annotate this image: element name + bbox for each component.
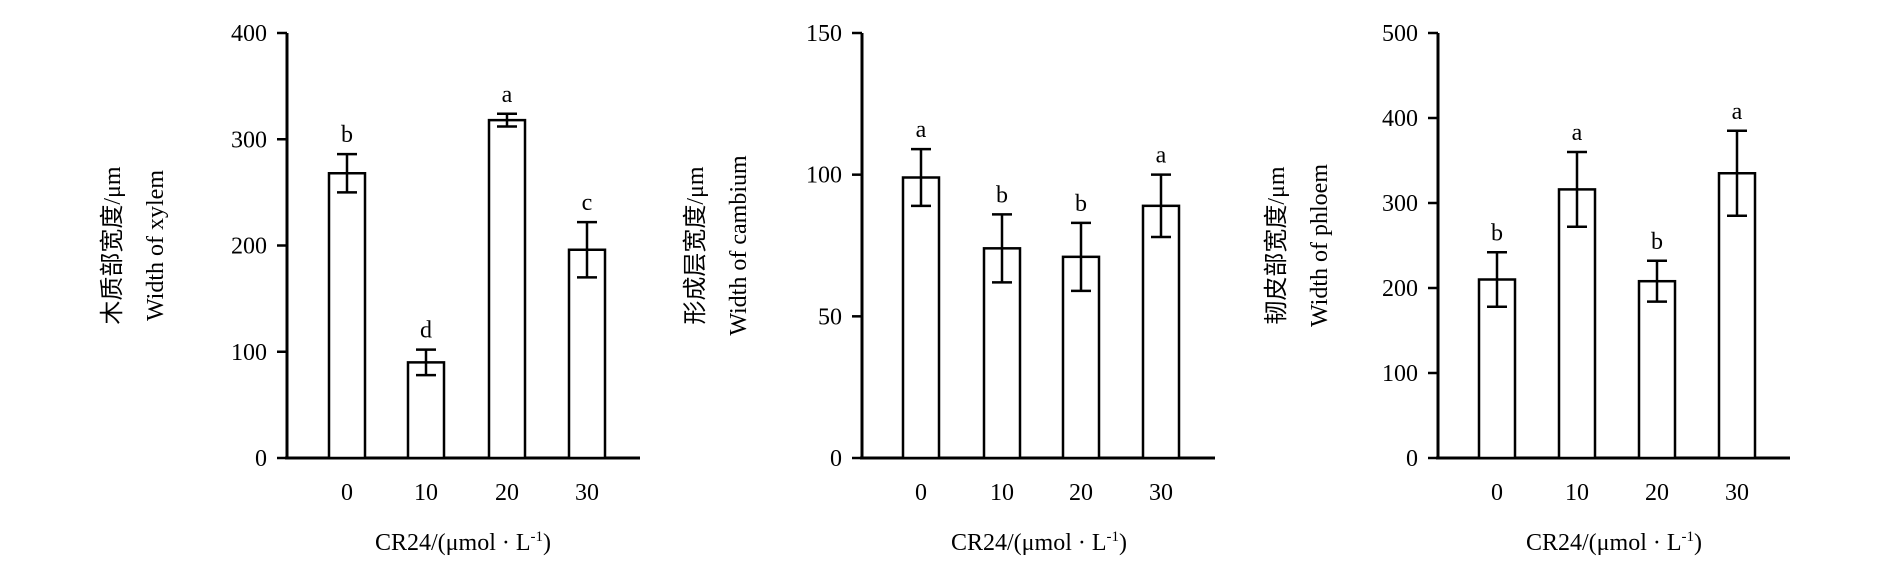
- y-tick-label: 50: [818, 304, 842, 330]
- significance-letter: b: [1075, 191, 1087, 217]
- x-tick-label: 0: [1491, 480, 1503, 506]
- x-tick-label: 20: [1069, 480, 1093, 506]
- y-tick-label: 400: [231, 21, 267, 47]
- y-tick-label: 100: [806, 163, 842, 189]
- y-tick-label: 200: [1382, 276, 1418, 302]
- chart-panel-xylem: 0 100 200 300 400 b 0 d 10 a 20 c 30 CR24/(μmol · L-1…: [99, 21, 640, 556]
- x-tick-label: 30: [1149, 480, 1173, 506]
- x-tick-label: 10: [990, 480, 1014, 506]
- significance-letter: b: [341, 122, 353, 148]
- y-axis-title-cn: 韧皮部宽度/μm: [1263, 166, 1290, 325]
- y-tick-label: 300: [231, 127, 267, 153]
- x-tick-label: 0: [341, 480, 353, 506]
- bar: [487, 118, 527, 460]
- x-tick-label: 10: [1565, 480, 1589, 506]
- significance-letter: a: [916, 117, 927, 143]
- y-tick-label: 200: [231, 234, 267, 260]
- significance-letter: b: [1491, 220, 1503, 246]
- x-tick-label: 30: [1725, 480, 1749, 506]
- bar: [406, 361, 446, 460]
- chart-panel-phloem: 0 100 200 300 400 500 b 0 a 10 b 20 a 30 CR24/(μmol · …: [1263, 21, 1790, 556]
- bar: [901, 176, 941, 460]
- x-tick-label: 10: [414, 480, 438, 506]
- bar: [567, 248, 607, 460]
- bar: [1141, 204, 1181, 460]
- bar: [1557, 188, 1597, 460]
- significance-letter: a: [1732, 99, 1743, 125]
- bar: [1717, 172, 1757, 460]
- x-axis-title: CR24/(μmol · L-1): [951, 529, 1127, 556]
- x-axis-title: CR24/(μmol · L-1): [375, 529, 551, 556]
- x-tick-label: 20: [1645, 480, 1669, 506]
- y-axis-title-en: Width of cambium: [726, 155, 752, 336]
- bar: [327, 172, 367, 460]
- y-tick-label: 100: [1382, 361, 1418, 387]
- y-tick-label: 500: [1382, 21, 1418, 47]
- significance-letter: c: [582, 190, 593, 216]
- y-tick-label: 0: [255, 446, 267, 472]
- y-tick-label: 150: [806, 21, 842, 47]
- y-tick-label: 100: [231, 340, 267, 366]
- bar: [1637, 279, 1677, 460]
- x-tick-label: 30: [575, 480, 599, 506]
- significance-letter: b: [1651, 229, 1663, 255]
- y-axis-title-cn: 木质部宽度/μm: [99, 166, 126, 325]
- chart-panel-cambium: 0 50 100 150 a 0 b 10 b 20 a 30 CR24/(μmol · L-1) 形成层…: [682, 21, 1215, 556]
- y-axis-title-cn: 形成层宽度/μm: [682, 166, 709, 325]
- y-tick-label: 0: [830, 446, 842, 472]
- x-tick-label: 20: [495, 480, 519, 506]
- y-axis-title-en: Width of phloem: [1307, 164, 1333, 327]
- significance-letter: d: [420, 318, 432, 344]
- significance-letter: a: [1572, 120, 1583, 146]
- y-tick-label: 400: [1382, 106, 1418, 132]
- significance-letter: b: [996, 182, 1008, 208]
- y-axis-title-en: Width of xylem: [143, 170, 169, 321]
- x-axis-title: CR24/(μmol · L-1): [1526, 529, 1702, 556]
- significance-letter: a: [1156, 143, 1167, 169]
- y-tick-label: 0: [1406, 446, 1418, 472]
- x-tick-label: 0: [915, 480, 927, 506]
- y-tick-label: 300: [1382, 191, 1418, 217]
- significance-letter: a: [502, 82, 513, 108]
